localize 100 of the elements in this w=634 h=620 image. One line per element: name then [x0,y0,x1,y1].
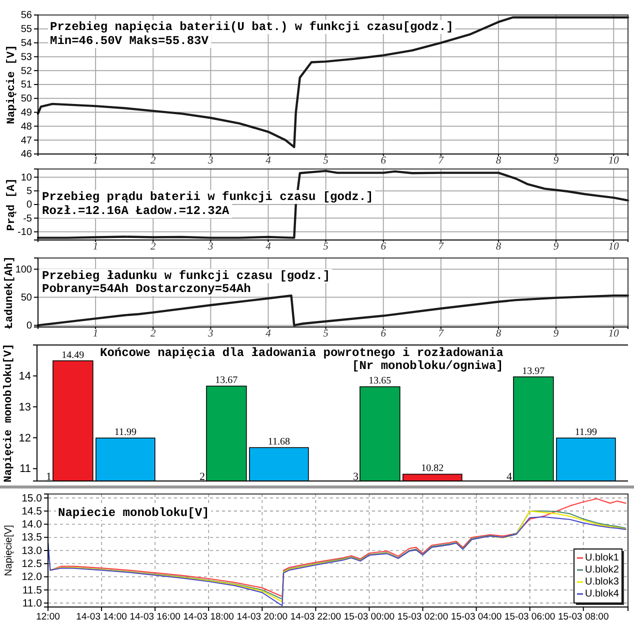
y-axis-title: Napięcie[V] [4,524,14,576]
y-tick-label: 13.0 [22,544,42,557]
text: [Nr monobloku/ogniwa] [352,359,504,373]
x-tick-label: 8 [496,241,502,252]
x-tick-label: 4 [266,241,272,252]
annotation: Pobrany=54Ah Dostarczony=54Ah [42,282,251,296]
y-tick-label: 14.0 [22,518,42,531]
x-tick-label: 9 [553,241,560,252]
x-tick-label: 2 [150,155,156,166]
data-label: 11.99 [114,427,137,438]
x-tick-label: 2 [150,241,156,252]
y-tick-label: 12.0 [22,571,42,584]
x-tick-label: 4 [266,155,272,166]
data-label: 10.82 [421,463,444,474]
y-tick-label: 11.0 [22,597,42,610]
x-tick-label: 14-03 18:00 [183,612,234,620]
x-tick-label: 8 [496,155,502,166]
y-axis-title: Napięcie monobloku[V] [3,344,15,482]
y-tick-label: 100 [15,264,32,276]
text: Przebieg prądu baterii w funkcji czasu [godz.] [42,190,374,204]
x-tick-label: 14-03 14:00 [76,612,127,620]
x-tick-label: 2 [150,328,156,340]
y-tick-label: 54 [20,38,32,49]
x-tick-label: 5 [323,155,328,166]
x-tick-label: 6 [380,241,387,252]
text: Przebieg ładunku w funkcji czasu [godz.] [42,269,330,283]
y-tick-label: 47 [20,135,32,146]
x-tick-label: 3 [207,328,214,340]
x-tick-label: 14-03 16:00 [130,612,180,620]
y-tick-label: 12.5 [22,558,42,570]
y-tick-label: 55 [20,24,32,36]
y-axis-title: Napięcie [V] [6,44,18,124]
y-tick-label: 52 [20,66,32,77]
x-tick-label: 12:00 [36,612,60,620]
y-tick-label: 51 [20,80,32,91]
x-tick-label: 14-03 22:00 [290,612,342,620]
x-tick-label: 1 [92,155,98,166]
text: Napiecie monobloku[V] [58,506,210,520]
x-tick-label: 6 [380,155,387,166]
y-tick-label: 15.0 [22,492,42,504]
y-tick-label: -5 [23,213,32,224]
legend-label: U.blok1 [585,552,620,564]
x-tick-label: 1 [46,471,52,483]
x-tick-label: 2 [200,471,205,483]
x-tick-label: 4 [506,471,512,483]
x-tick-label: 15-03 00:00 [344,612,395,620]
legend-label: U.blok4 [585,588,620,600]
x-tick-label: 15-03 02:00 [397,612,448,620]
x-tick-label: 14-03 20:00 [236,612,288,620]
legend-label: U.blok3 [585,576,620,588]
data-label: 13.67 [215,375,238,386]
x-tick-label: 1 [92,241,98,252]
y-tick-label: 0 [26,320,32,332]
x-tick-label: 3 [207,241,214,252]
y-tick-label: 48 [20,121,32,132]
x-tick-label: 9 [553,328,560,340]
y-axis-title: Prąd [A] [6,178,18,231]
x-tick-label: 7 [438,328,444,340]
line-series [36,16,630,148]
x-tick-label: 3 [353,471,359,483]
legend-label: U.blok2 [585,564,620,576]
y-tick-label: 14.5 [22,505,42,518]
x-tick-label: 6 [380,328,387,340]
y-tick-label: 50 [20,292,32,304]
x-tick-label: 4 [266,328,272,340]
x-tick-label: 10 [608,241,620,252]
x-tick-label: 3 [207,155,214,166]
data-label: 13.65 [368,376,392,387]
y-tick-label: 49 [20,108,32,118]
x-tick-label: 7 [438,155,444,166]
annotation: Min=46.50V Maks=55.83V [50,34,210,48]
y-tick-label: 5 [26,186,32,198]
y-tick-label: 50 [20,94,32,105]
x-tick-label: 5 [323,328,328,340]
y-tick-label: -10 [18,227,32,238]
line-series [36,294,630,326]
y-tick-label: 46 [20,149,32,160]
x-tick-label: 1 [92,328,98,340]
x-tick-label: 5 [323,241,328,252]
y-tick-label: 11.5 [22,584,42,596]
y-axis-title: Ładunek[Ah] [4,256,16,329]
x-tick-label: 15-03 08:00 [558,612,609,620]
y-tick-label: 12 [18,432,31,444]
x-tick-label: 8 [496,328,502,340]
x-tick-label: 10 [608,155,620,166]
line-series [36,170,630,239]
x-tick-label: 10 [608,328,620,340]
y-tick-label: 0 [26,200,32,211]
data-label: 13.97 [522,366,545,377]
y-tick-label: 53 [20,52,32,63]
y-tick-label: 13.5 [22,532,42,544]
data-label: 11.99 [574,427,598,438]
chart-title: Końcowe napięcia dla ładowania powrotnego i rozładowania [100,346,504,360]
data-label: 11.68 [268,436,290,448]
x-tick-label: 15-03 04:00 [450,612,502,620]
annotation: Rozł.=12.16A Ładow.=12.32A [42,204,230,218]
y-tick-label: 11 [20,463,31,476]
x-tick-label: 9 [553,155,560,166]
y-tick-label: 56 [20,10,32,22]
x-tick-label: 7 [438,241,444,252]
